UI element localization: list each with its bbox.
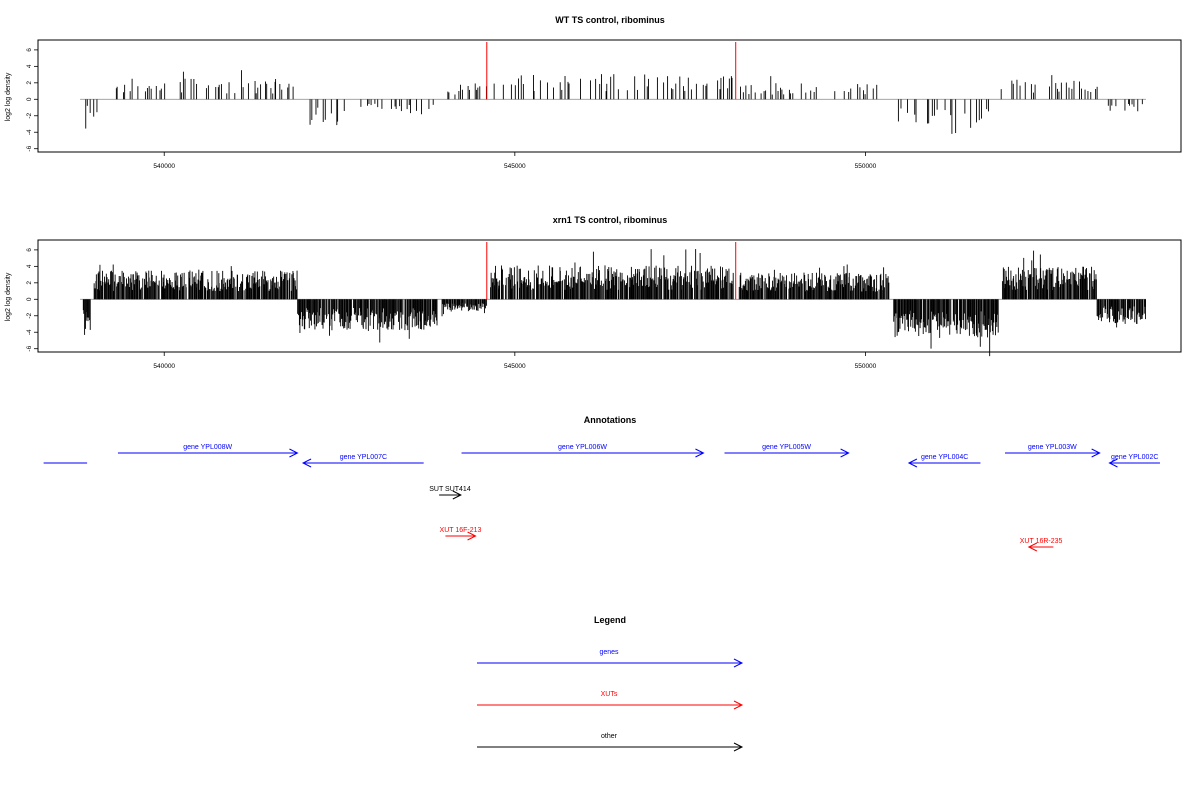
xrn1-y-tick-label: 6	[26, 248, 33, 252]
xrn1-y-axis-label: log2 log density	[5, 272, 12, 321]
annotation-feature: gene YPL008W	[117, 444, 299, 458]
legend-item: other	[477, 733, 744, 752]
wt-plot-frame	[37, 39, 1182, 153]
wt-x-tick-label: 545000	[504, 163, 526, 170]
annotation-feature-head	[289, 448, 299, 458]
annotation-label: gene YPL002C	[1111, 454, 1158, 461]
xrn1-y-tick-label: -6	[26, 345, 33, 351]
xrn1-panel-title: xrn1 TS control, ribominus	[553, 215, 668, 225]
xrn1-y-tick-label: 2	[26, 281, 33, 285]
annotation-feature: gene YPL004C	[907, 454, 981, 468]
legend-item: genes	[477, 649, 744, 668]
legend-item-head	[733, 658, 744, 668]
legend-item-label: genes	[599, 649, 619, 656]
xrn1-density-bars	[82, 249, 1147, 357]
annotation-feature: gene YPL007C	[301, 454, 424, 468]
legend-item-label: XUTs	[601, 691, 618, 698]
wt-axes: -6 -4 -2 0 2 4 6 540000 545000 550000	[26, 39, 1182, 170]
xrn1-plot-frame	[37, 239, 1182, 353]
wt-panel-title: WT TS control, ribominus	[555, 15, 665, 25]
annotation-feature-head	[452, 490, 462, 500]
legend-item-head	[733, 742, 744, 752]
legend-items: genes XUTs other	[477, 649, 744, 752]
wt-density-panel: WT TS control, ribominus log2 log densit…	[5, 15, 1182, 170]
legend-item-head	[733, 700, 744, 710]
legend-item: XUTs	[477, 691, 744, 710]
xrn1-region-markers	[486, 242, 737, 300]
annotation-feature-head	[1091, 448, 1101, 458]
annotation-label: gene YPL004C	[921, 454, 968, 461]
wt-y-tick-label: -4	[26, 129, 33, 135]
legend: Legend genes XUTs other	[477, 615, 744, 752]
annotation-feature: gene YPL002C	[1108, 454, 1160, 468]
annotation-label: XUT 16F-213	[440, 527, 482, 534]
annotation-label: gene YPL003W	[1028, 444, 1077, 451]
annotation-feature-head	[301, 458, 312, 468]
annotation-label: XUT 16R-235	[1020, 538, 1063, 545]
annotation-feature-head	[907, 458, 918, 468]
xrn1-axes: -6 -4 -2 0 2 4 6 540000 545000 550000	[26, 239, 1182, 370]
xrn1-x-tick-label: 545000	[504, 363, 526, 370]
wt-x-tick-label: 540000	[153, 163, 175, 170]
annotation-feature: SUT SUT414	[429, 486, 471, 500]
annotation-feature: XUT 16R-235	[1020, 538, 1063, 552]
annotation-feature-head	[1027, 542, 1038, 552]
xrn1-y-tick-label: 0	[26, 297, 33, 301]
wt-region-markers	[486, 42, 737, 100]
xrn1-y-tick-label: -4	[26, 329, 33, 335]
annotation-feature-head	[840, 448, 850, 458]
annotation-label: gene YPL008W	[183, 444, 232, 451]
annotation-feature: gene YPL006W	[461, 444, 705, 458]
wt-y-tick-label: -2	[26, 112, 33, 118]
wt-y-tick-label: 4	[26, 64, 33, 68]
xrn1-y-tick-label: -2	[26, 312, 33, 318]
annotation-feature: gene YPL003W	[1004, 444, 1101, 458]
annotation-feature: gene YPL005W	[724, 444, 850, 458]
wt-y-tick-label: 0	[26, 97, 33, 101]
annotation-features: gene YPL008W gene YPL007C gene YPL006W gene…	[43, 444, 1160, 552]
annotation-feature-head	[695, 448, 705, 458]
wt-y-tick-label: 6	[26, 48, 33, 52]
xrn1-x-tick-label: 540000	[153, 363, 175, 370]
annotation-feature-head	[467, 531, 477, 541]
legend-item-label: other	[601, 733, 618, 740]
xrn1-density-panel: xrn1 TS control, ribominus log2 log dens…	[5, 215, 1182, 370]
xrn1-x-tick-label: 550000	[855, 363, 877, 370]
legend-title: Legend	[594, 615, 626, 625]
wt-y-tick-label: -6	[26, 145, 33, 151]
annotation-label: SUT SUT414	[429, 486, 471, 493]
annotation-label: gene YPL005W	[762, 444, 811, 451]
wt-x-tick-label: 550000	[855, 163, 877, 170]
wt-y-tick-label: 2	[26, 81, 33, 85]
xrn1-y-tick-label: 4	[26, 264, 33, 268]
annotation-feature: XUT 16F-213	[440, 527, 482, 541]
annotations-title: Annotations	[584, 415, 637, 425]
annotation-label: gene YPL007C	[340, 454, 387, 461]
annotation-feature-head	[1108, 458, 1118, 468]
wt-y-axis-label: log2 log density	[5, 72, 12, 121]
wt-density-bars	[85, 70, 1143, 134]
annotation-label: gene YPL006W	[558, 444, 607, 451]
